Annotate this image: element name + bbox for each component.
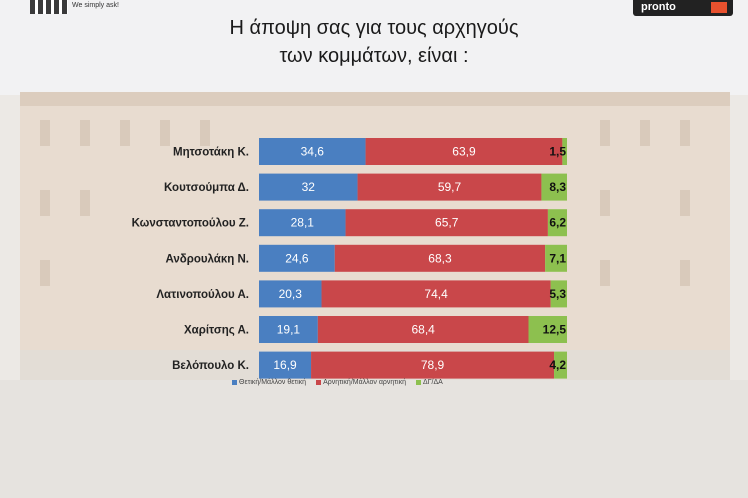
media-logo-text: pronto xyxy=(641,1,676,13)
category-label: Κουτσούμπα Δ. xyxy=(164,182,249,194)
chart-title-line-2: των κομμάτων, είναι : xyxy=(279,45,469,67)
bar-segment-negative xyxy=(357,173,542,201)
data-label-positive: 32 xyxy=(302,180,316,194)
legend-swatch-dk xyxy=(416,380,422,385)
bar-segment-negative xyxy=(345,209,548,237)
bar-segment-negative xyxy=(311,351,555,379)
category-label: Κωνσταντοπούλου Ζ. xyxy=(132,218,249,230)
data-label-negative: 68,4 xyxy=(411,323,435,337)
category-label: Ανδρουλάκη Ν. xyxy=(165,253,249,265)
data-label-negative: 68,3 xyxy=(428,251,452,265)
bar-segment-positive xyxy=(259,316,318,343)
bar-segment-negative xyxy=(334,244,546,272)
bar-segment-positive xyxy=(259,244,335,272)
category-label: Χαρίτσης Α. xyxy=(184,325,249,337)
data-label-negative: 74,4 xyxy=(424,287,448,301)
data-label-dk: 6,2 xyxy=(549,216,566,230)
media-logo-mark xyxy=(711,2,727,13)
pollster-logo-mark xyxy=(30,0,68,14)
bar-segment-positive xyxy=(259,173,358,201)
legend-item-dk: ΔΓ/ΔΑ xyxy=(416,379,443,386)
category-label: Βελόπουλο Κ. xyxy=(172,360,249,372)
legend-item-positive: Θετική/Μάλλον θετική xyxy=(232,379,306,386)
chart-title: Η άποψη σας για τους αρχηγούς των κομμάτ… xyxy=(0,14,748,70)
legend-label-negative: Αρνητική/Μάλλον αρνητική xyxy=(323,379,407,386)
data-label-negative: 59,7 xyxy=(438,180,462,194)
category-label: Λατινοπούλου Α. xyxy=(156,289,249,301)
data-label-positive: 28,1 xyxy=(291,216,315,230)
bar-segment-dk xyxy=(528,316,567,343)
bar-segment-negative xyxy=(321,280,551,308)
legend-item-negative: Αρνητική/Μάλλον αρνητική xyxy=(316,379,406,386)
pollster-logo: We simply ask! xyxy=(30,0,170,16)
bar-segment-positive xyxy=(259,209,346,237)
data-label-dk: 12,5 xyxy=(543,323,567,337)
bar-segment-dk xyxy=(541,173,567,201)
data-label-positive: 34,6 xyxy=(301,145,325,159)
bar-segment-positive xyxy=(259,351,312,379)
data-label-negative: 78,9 xyxy=(421,358,445,372)
data-label-dk: 5,3 xyxy=(549,287,566,301)
data-label-positive: 19,1 xyxy=(277,323,301,337)
chart-title-line-1: Η άποψη σας για τους αρχηγούς xyxy=(229,17,519,39)
bar-segment-positive xyxy=(259,138,366,165)
data-label-dk: 7,1 xyxy=(549,251,566,265)
bar-segment-positive xyxy=(259,280,322,308)
legend-label-dk: ΔΓ/ΔΑ xyxy=(423,379,443,386)
data-label-positive: 24,6 xyxy=(285,251,309,265)
data-label-negative: 65,7 xyxy=(435,216,459,230)
data-label-negative: 63,9 xyxy=(452,145,476,159)
category-label: Μητσοτάκη Κ. xyxy=(173,147,249,159)
bar-segment-dk xyxy=(562,138,567,165)
bar-segment-dk xyxy=(554,351,567,379)
data-label-dk: 8,3 xyxy=(549,180,566,194)
data-label-dk: 4,2 xyxy=(549,358,566,372)
bar-segment-dk xyxy=(545,244,567,272)
legend-label-positive: Θετική/Μάλλον θετική xyxy=(239,379,307,386)
data-label-dk: 1,5 xyxy=(549,145,566,159)
bar-segment-negative xyxy=(365,138,563,165)
pollster-tagline: We simply ask! xyxy=(72,2,119,9)
chart-legend: Θετική/Μάλλον θετική Αρνητική/Μάλλον αρν… xyxy=(232,379,532,386)
data-label-positive: 20,3 xyxy=(279,287,303,301)
bar-segment-negative xyxy=(317,316,529,343)
media-logo: pronto xyxy=(633,0,733,16)
bar-segment-dk xyxy=(550,280,567,308)
bar-segment-dk xyxy=(547,209,567,237)
legend-swatch-negative xyxy=(316,380,322,385)
data-label-positive: 16,9 xyxy=(273,358,297,372)
legend-swatch-positive xyxy=(232,380,237,385)
